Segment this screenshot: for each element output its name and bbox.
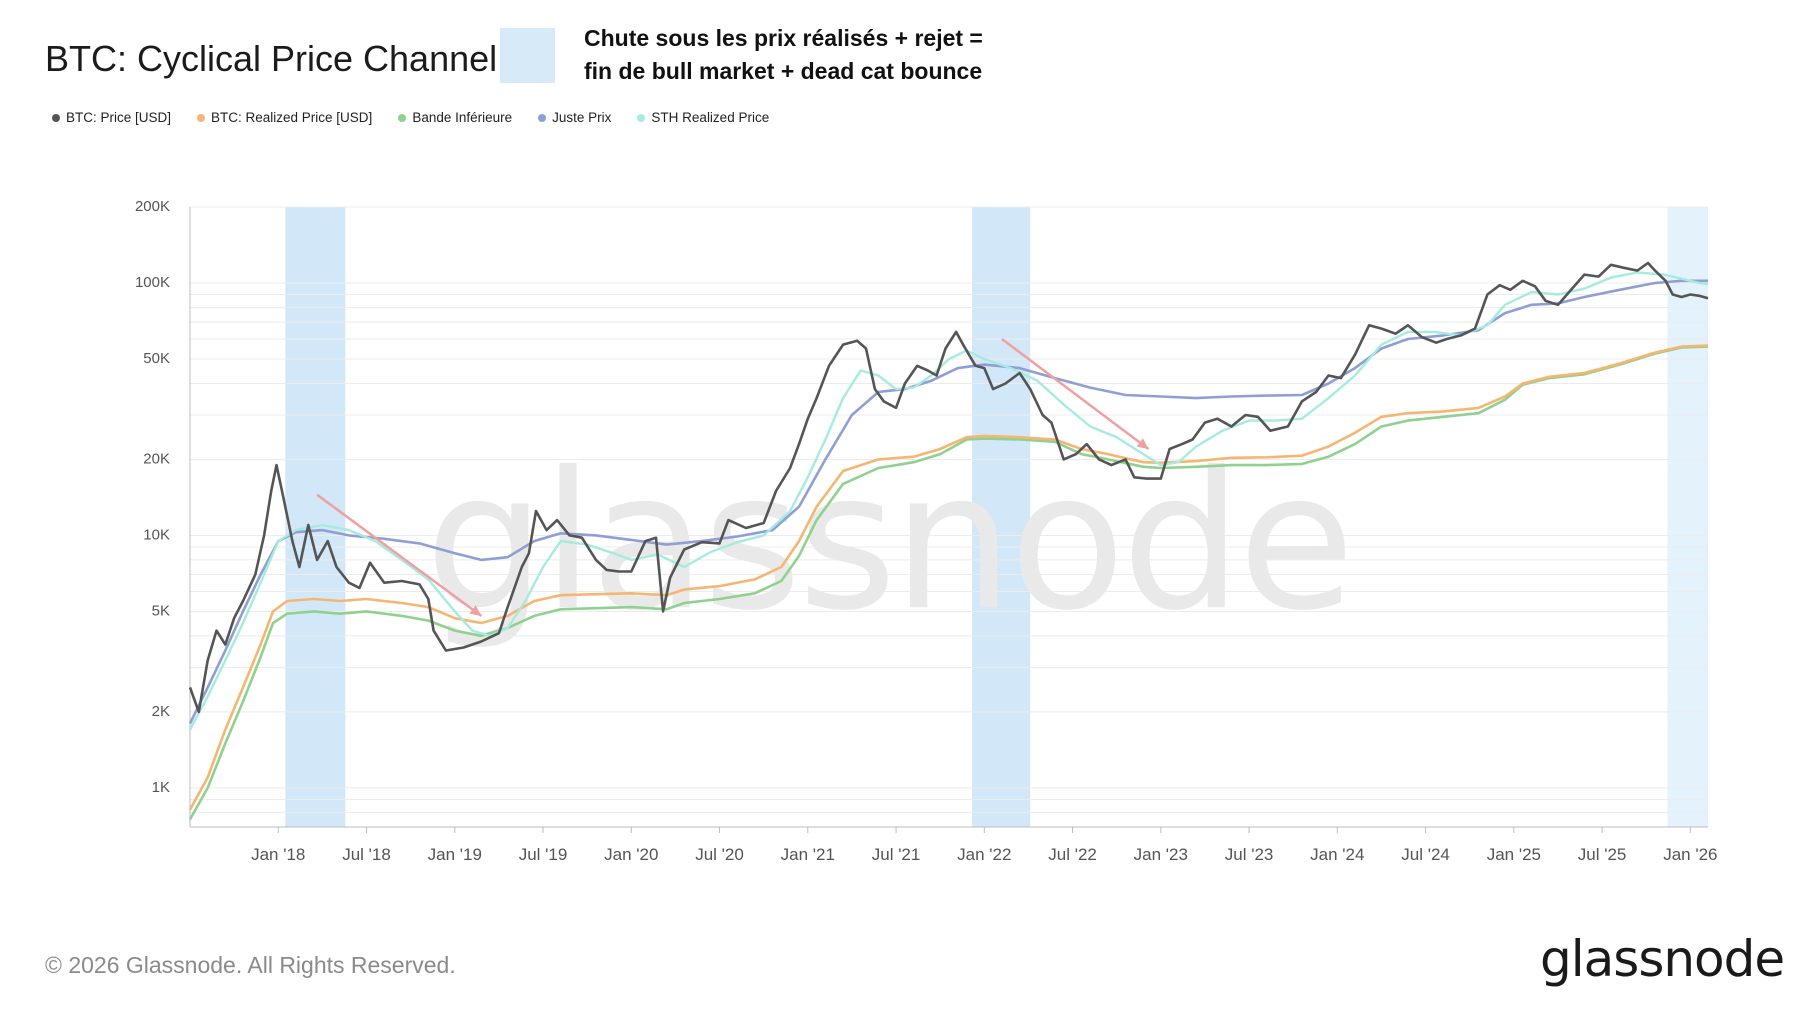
trend-arrow xyxy=(1001,338,1150,450)
series-line-btc-price-usd xyxy=(188,261,1709,714)
series-line-sth-realized-price xyxy=(188,271,1709,731)
y-tick-label: 50K xyxy=(143,350,170,367)
x-tick-label: Jul '23 xyxy=(1225,845,1274,864)
annotation-text: Chute sous les prix réalisés + rejet = f… xyxy=(584,22,983,88)
y-tick-label: 200K xyxy=(135,198,170,215)
x-tick-label: Jul '19 xyxy=(519,845,568,864)
x-tick-label: Jul '22 xyxy=(1048,845,1097,864)
trend-arrow-head xyxy=(469,605,482,616)
x-tick-label: Jan '22 xyxy=(957,845,1011,864)
x-tick-label: Jan '23 xyxy=(1134,845,1188,864)
brand-logo: glassnode xyxy=(1540,930,1785,988)
legend-dot-icon xyxy=(637,113,646,122)
legend-dot-icon xyxy=(197,113,206,122)
y-tick-label: 10K xyxy=(143,526,170,543)
x-tick-label: Jan '25 xyxy=(1487,845,1541,864)
x-tick-label: Jul '21 xyxy=(872,845,921,864)
annotation-swatch xyxy=(500,28,555,83)
copyright-text: © 2026 Glassnode. All Rights Reserved. xyxy=(45,952,456,978)
legend-label: Juste Prix xyxy=(552,110,612,125)
highlight-band xyxy=(285,207,346,827)
y-tick-label: 100K xyxy=(135,274,170,291)
x-tick-label: Jan '26 xyxy=(1663,845,1717,864)
x-tick-label: Jan '21 xyxy=(781,845,835,864)
x-tick-label: Jul '20 xyxy=(695,845,744,864)
x-tick-label: Jan '20 xyxy=(604,845,658,864)
legend-label: Bande Inférieure xyxy=(412,110,513,125)
highlight-band xyxy=(971,207,1031,827)
y-tick-label: 5K xyxy=(152,602,170,619)
chart-title: BTC: Cyclical Price Channel xyxy=(45,38,498,79)
trend-arrow xyxy=(316,493,482,617)
highlight-band xyxy=(1667,207,1708,827)
legend-item-juste-prix[interactable]: Juste Prix xyxy=(538,110,611,125)
y-tick-label: 2K xyxy=(152,703,170,720)
legend-item-bande-inferieure[interactable]: Bande Inférieure xyxy=(398,110,512,125)
legend-dot-icon xyxy=(398,113,407,122)
annotation-line-2: fin de bull market + dead cat bounce xyxy=(584,58,983,84)
legend-item-sth-realized-price[interactable]: STH Realized Price xyxy=(637,110,769,125)
x-tick-label: Jul '18 xyxy=(342,845,391,864)
watermark-text: glassnode xyxy=(425,431,1351,652)
y-tick-label: 20K xyxy=(143,450,170,467)
legend-item-price[interactable]: BTC: Price [USD] xyxy=(52,110,171,125)
legend-item-realized-price[interactable]: BTC: Realized Price [USD] xyxy=(197,110,372,125)
legend: BTC: Price [USD] BTC: Realized Price [US… xyxy=(52,110,769,125)
x-tick-label: Jan '18 xyxy=(251,845,305,864)
series-line-btc-realized-price-usd xyxy=(188,344,1709,811)
x-tick-label: Jan '24 xyxy=(1310,845,1364,864)
x-tick-label: Jan '19 xyxy=(428,845,482,864)
y-tick-label: 1K xyxy=(152,779,170,796)
legend-label: BTC: Price [USD] xyxy=(66,110,172,125)
x-tick-label: Jul '25 xyxy=(1578,845,1627,864)
series-line-bande-inf-rieure xyxy=(188,345,1709,821)
legend-label: STH Realized Price xyxy=(651,110,770,125)
x-tick-label: Jul '24 xyxy=(1401,845,1450,864)
legend-dot-icon xyxy=(538,113,547,122)
legend-label: BTC: Realized Price [USD] xyxy=(211,110,373,125)
annotation-line-1: Chute sous les prix réalisés + rejet = xyxy=(584,25,983,51)
trend-arrow-head xyxy=(1136,438,1149,450)
legend-dot-icon xyxy=(52,113,60,122)
